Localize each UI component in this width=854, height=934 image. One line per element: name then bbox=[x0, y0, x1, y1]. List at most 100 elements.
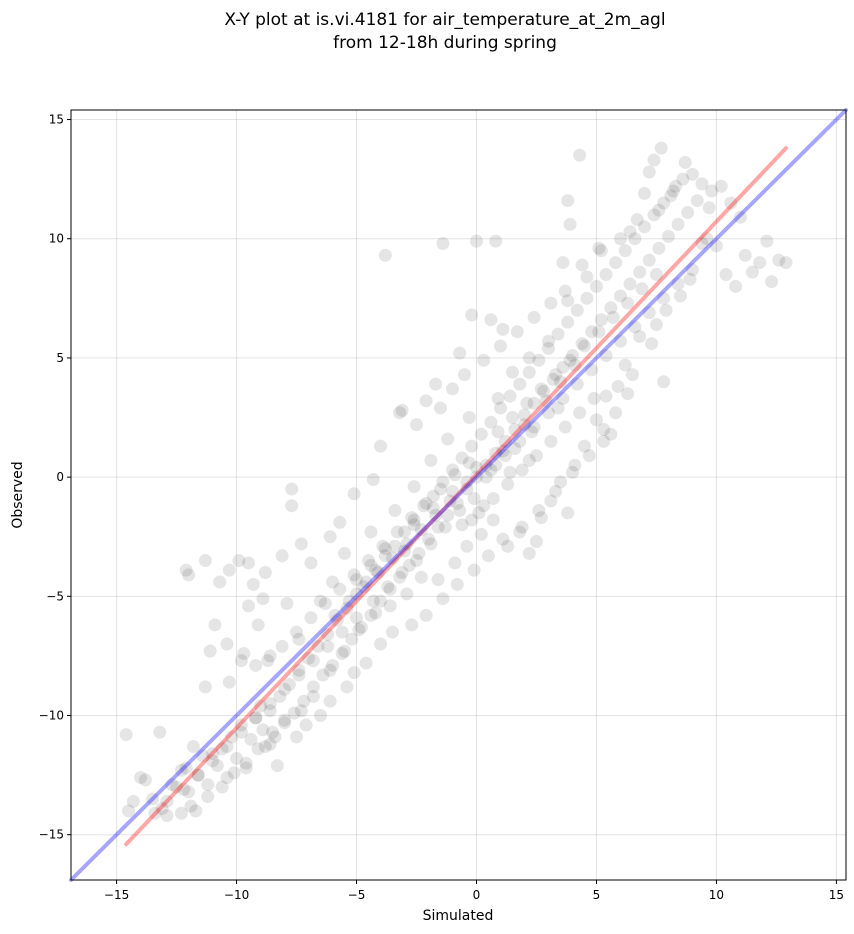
data-point bbox=[633, 265, 647, 279]
data-point bbox=[510, 325, 524, 339]
data-point bbox=[390, 525, 404, 539]
data-point bbox=[174, 806, 188, 820]
data-point bbox=[354, 620, 368, 634]
data-point bbox=[618, 244, 632, 258]
data-point bbox=[234, 654, 248, 668]
data-point bbox=[714, 179, 728, 193]
data-point bbox=[407, 480, 421, 494]
data-point bbox=[335, 625, 349, 639]
data-point bbox=[496, 322, 510, 336]
data-point bbox=[189, 804, 203, 818]
data-point bbox=[609, 256, 623, 270]
data-point bbox=[381, 580, 395, 594]
data-point bbox=[659, 303, 673, 317]
y-axis-ticks: −15 −10 −5 0 5 10 15 bbox=[39, 113, 71, 842]
data-point bbox=[234, 725, 248, 739]
data-point bbox=[306, 689, 320, 703]
data-point bbox=[585, 325, 599, 339]
data-point bbox=[657, 196, 671, 210]
data-point bbox=[549, 368, 563, 382]
data-point bbox=[446, 463, 460, 477]
data-point bbox=[460, 539, 474, 553]
data-point bbox=[484, 463, 498, 477]
data-point bbox=[702, 201, 716, 215]
data-point bbox=[234, 718, 248, 732]
data-point bbox=[230, 751, 244, 765]
data-point bbox=[609, 406, 623, 420]
data-point bbox=[561, 315, 575, 329]
data-point bbox=[592, 241, 606, 255]
y-tick-label: −5 bbox=[46, 589, 64, 603]
x-tick-label: 15 bbox=[829, 888, 844, 902]
data-point bbox=[642, 306, 656, 320]
data-point bbox=[664, 189, 678, 203]
data-point bbox=[587, 391, 601, 405]
data-point bbox=[448, 556, 462, 570]
plot-frame bbox=[70, 109, 847, 881]
grid-lines bbox=[71, 110, 846, 880]
data-point bbox=[282, 678, 296, 692]
data-point bbox=[395, 403, 409, 417]
data-point bbox=[431, 573, 445, 587]
data-point bbox=[388, 539, 402, 553]
data-point bbox=[541, 406, 555, 420]
data-point bbox=[597, 434, 611, 448]
data-point bbox=[719, 267, 733, 281]
data-point bbox=[551, 401, 565, 415]
data-point bbox=[374, 637, 388, 651]
data-point bbox=[729, 279, 743, 293]
data-point bbox=[647, 153, 661, 167]
data-point bbox=[625, 368, 639, 382]
data-point bbox=[417, 499, 431, 513]
data-point bbox=[484, 313, 498, 327]
data-point bbox=[503, 389, 517, 403]
data-point bbox=[222, 563, 236, 577]
data-point bbox=[268, 730, 282, 744]
data-point bbox=[326, 575, 340, 589]
data-point bbox=[479, 458, 493, 472]
data-point bbox=[196, 749, 210, 763]
data-point bbox=[215, 742, 229, 756]
data-point bbox=[465, 308, 479, 322]
data-point bbox=[242, 556, 256, 570]
data-point bbox=[503, 465, 517, 479]
data-point bbox=[645, 337, 659, 351]
data-point bbox=[534, 382, 548, 396]
fit-lines bbox=[69, 108, 848, 882]
data-point bbox=[263, 649, 277, 663]
data-point bbox=[422, 532, 436, 546]
data-point bbox=[455, 451, 469, 465]
data-point bbox=[393, 570, 407, 584]
data-point bbox=[335, 647, 349, 661]
data-point bbox=[304, 556, 318, 570]
data-point bbox=[258, 740, 272, 754]
data-point bbox=[378, 549, 392, 563]
data-point bbox=[623, 277, 637, 291]
data-point bbox=[527, 310, 541, 324]
data-point bbox=[448, 468, 462, 482]
data-point bbox=[496, 444, 510, 458]
data-point bbox=[410, 554, 424, 568]
data-point bbox=[206, 747, 220, 761]
data-point bbox=[489, 234, 503, 248]
y-tick-label: −10 bbox=[39, 709, 64, 723]
data-point bbox=[577, 339, 591, 353]
data-point bbox=[779, 256, 793, 270]
data-point bbox=[244, 732, 258, 746]
data-point bbox=[347, 487, 361, 501]
data-point bbox=[210, 759, 224, 773]
data-point bbox=[227, 766, 241, 780]
data-point bbox=[695, 236, 709, 250]
data-point bbox=[673, 289, 687, 303]
data-point bbox=[419, 394, 433, 408]
data-point bbox=[160, 809, 174, 823]
data-point bbox=[419, 608, 433, 622]
data-point bbox=[278, 713, 292, 727]
data-point bbox=[333, 515, 347, 529]
data-point bbox=[592, 325, 606, 339]
data-point bbox=[633, 329, 647, 343]
data-point bbox=[378, 542, 392, 556]
data-point bbox=[671, 277, 685, 291]
data-point bbox=[685, 167, 699, 181]
